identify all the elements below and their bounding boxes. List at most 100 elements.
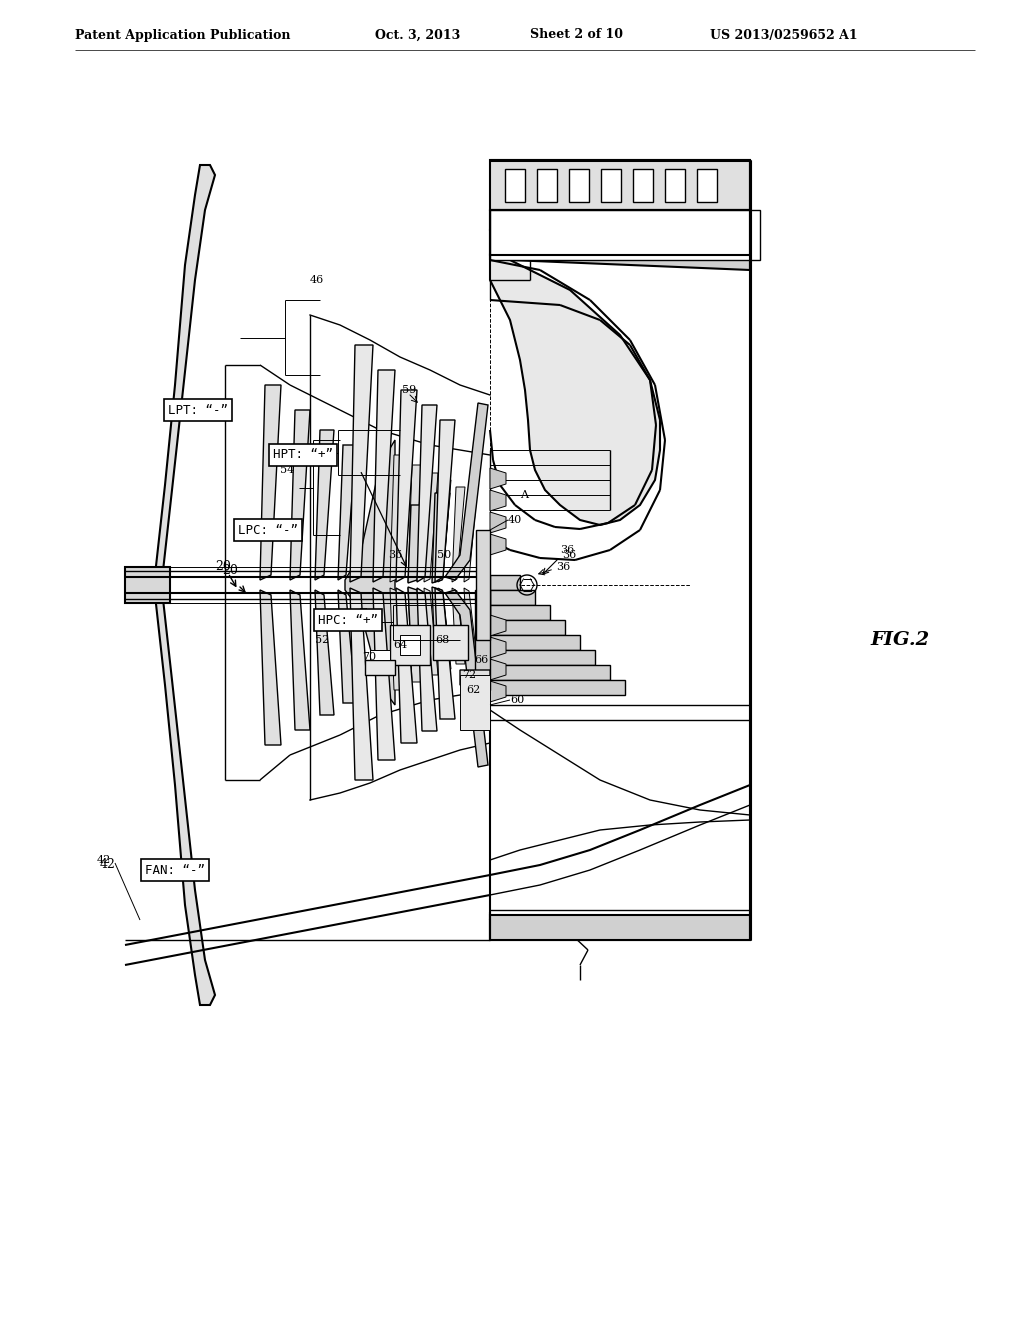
Text: 20: 20	[222, 564, 238, 577]
Text: 36: 36	[556, 562, 570, 572]
Text: 36: 36	[560, 545, 574, 554]
Bar	[665, 169, 685, 202]
Polygon shape	[408, 587, 425, 649]
Text: Sheet 2 of 10: Sheet 2 of 10	[530, 29, 623, 41]
Polygon shape	[338, 590, 356, 704]
Polygon shape	[424, 587, 438, 675]
Bar	[390, 624, 430, 665]
Polygon shape	[408, 506, 425, 583]
Polygon shape	[396, 389, 417, 582]
Polygon shape	[452, 487, 465, 582]
Text: 60: 60	[510, 696, 524, 705]
Text: 54: 54	[280, 465, 294, 475]
Bar	[400, 635, 420, 655]
Polygon shape	[396, 587, 417, 743]
Text: 36: 36	[562, 550, 577, 560]
Polygon shape	[490, 255, 660, 525]
Bar	[505, 169, 525, 202]
Polygon shape	[490, 230, 750, 271]
Bar	[490, 915, 750, 940]
Bar	[125, 568, 170, 603]
Text: 40: 40	[508, 515, 522, 525]
Bar	[490, 576, 520, 590]
Polygon shape	[445, 590, 488, 767]
Bar	[475, 590, 490, 690]
Bar	[490, 680, 625, 696]
Polygon shape	[490, 469, 506, 488]
Polygon shape	[435, 420, 455, 582]
Polygon shape	[490, 681, 506, 702]
Polygon shape	[452, 587, 465, 664]
Text: 42: 42	[100, 858, 116, 871]
Text: 59: 59	[402, 385, 416, 395]
Polygon shape	[490, 920, 750, 940]
Text: 46: 46	[310, 275, 325, 285]
Polygon shape	[490, 659, 506, 680]
Polygon shape	[290, 590, 310, 730]
Text: Patent Application Publication: Patent Application Publication	[75, 29, 291, 41]
Text: HPC: “+”: HPC: “+”	[318, 614, 378, 627]
Text: 52: 52	[315, 635, 330, 645]
Text: 70: 70	[362, 652, 376, 663]
Bar	[433, 624, 468, 660]
Text: 36: 36	[388, 550, 402, 560]
Polygon shape	[373, 587, 395, 760]
Text: FAN: “-”: FAN: “-”	[145, 863, 205, 876]
Text: US 2013/0259652 A1: US 2013/0259652 A1	[710, 29, 858, 41]
Polygon shape	[490, 490, 506, 511]
Polygon shape	[490, 512, 506, 533]
Polygon shape	[350, 587, 373, 780]
Bar	[697, 169, 717, 202]
Text: 66: 66	[474, 655, 488, 665]
Text: A: A	[520, 490, 528, 500]
Polygon shape	[432, 492, 450, 583]
Polygon shape	[438, 480, 451, 582]
Text: Oct. 3, 2013: Oct. 3, 2013	[375, 29, 460, 41]
Text: 64: 64	[393, 640, 408, 649]
Polygon shape	[460, 675, 490, 730]
Polygon shape	[350, 345, 373, 582]
Polygon shape	[424, 473, 438, 582]
Text: 48: 48	[352, 610, 367, 620]
Text: 50: 50	[437, 550, 452, 560]
Polygon shape	[260, 590, 281, 744]
Text: HPT: “+”: HPT: “+”	[273, 449, 333, 462]
Bar	[490, 605, 550, 620]
Polygon shape	[140, 165, 215, 579]
Polygon shape	[315, 430, 334, 579]
Text: 20: 20	[215, 561, 230, 573]
Text: LPT: “-”: LPT: “-”	[168, 404, 228, 417]
Polygon shape	[417, 405, 437, 582]
Bar	[476, 531, 490, 640]
Polygon shape	[140, 590, 215, 1005]
Polygon shape	[490, 638, 506, 657]
Polygon shape	[460, 671, 490, 715]
Text: 42: 42	[97, 855, 112, 865]
Bar	[569, 169, 589, 202]
Text: 68: 68	[435, 635, 450, 645]
Text: 44: 44	[319, 450, 334, 459]
Text: 72: 72	[462, 671, 476, 680]
Text: LPC: “-”: LPC: “-”	[238, 524, 298, 536]
Bar	[490, 649, 595, 665]
Polygon shape	[490, 615, 506, 636]
Polygon shape	[408, 587, 422, 682]
Bar	[537, 169, 557, 202]
Polygon shape	[438, 587, 451, 669]
Polygon shape	[408, 465, 422, 582]
Polygon shape	[315, 590, 334, 715]
Bar	[490, 635, 580, 649]
Text: 62: 62	[466, 685, 480, 696]
Bar	[490, 210, 760, 260]
Polygon shape	[338, 445, 356, 579]
Bar	[601, 169, 621, 202]
Bar	[490, 160, 750, 210]
Bar	[490, 620, 565, 635]
Polygon shape	[490, 535, 506, 554]
Polygon shape	[464, 492, 477, 582]
Polygon shape	[290, 411, 310, 579]
Bar	[633, 169, 653, 202]
Polygon shape	[373, 370, 395, 582]
Text: FIG.2: FIG.2	[870, 631, 929, 649]
Bar	[490, 665, 610, 680]
